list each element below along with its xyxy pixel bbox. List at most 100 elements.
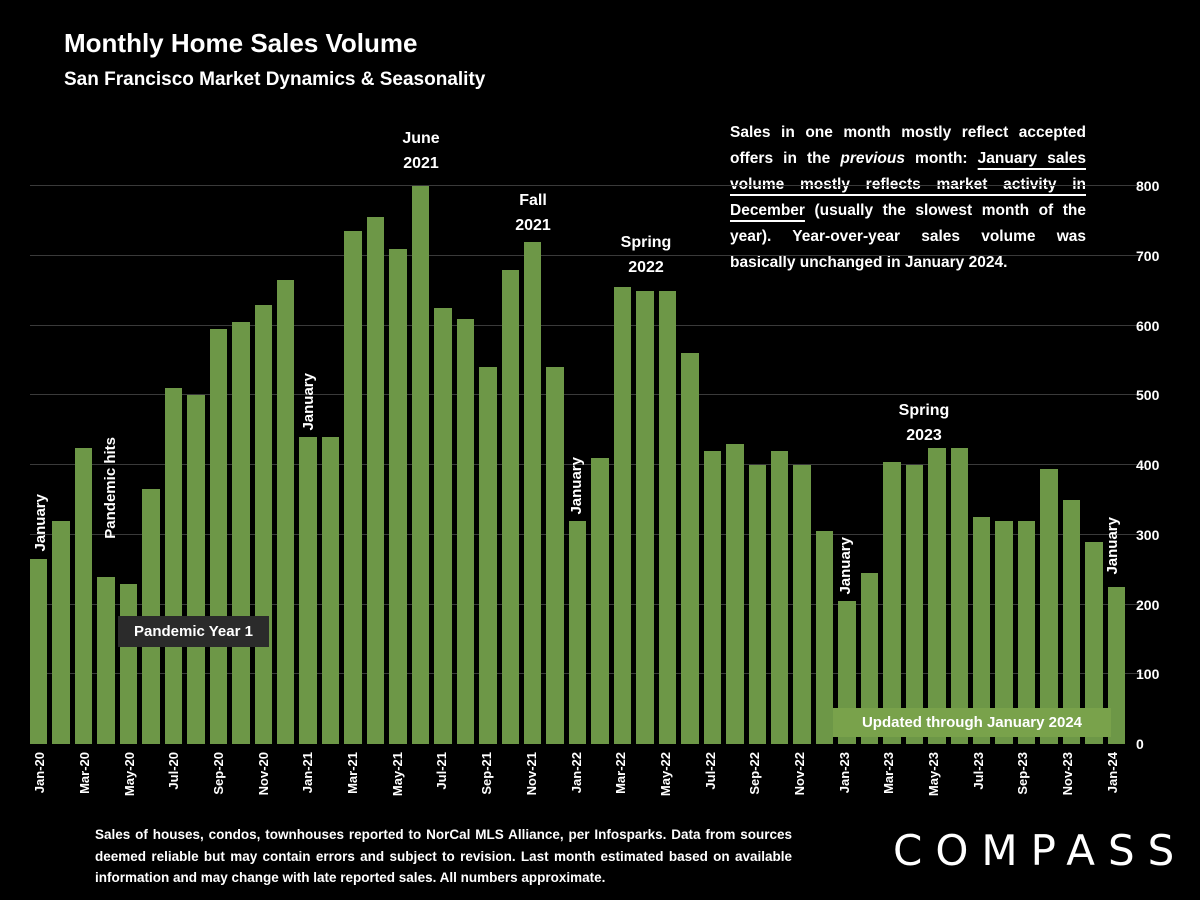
x-tick-Jan-20: Jan-20 — [32, 752, 48, 794]
bar-Dec-22 — [815, 531, 834, 744]
bar-Mar-22 — [613, 287, 632, 744]
bar-Jul-21 — [434, 308, 452, 744]
x-tick-May-21: May-21 — [389, 752, 405, 797]
page-subtitle: San Francisco Market Dynamics & Seasonal… — [64, 69, 486, 90]
bar-May-21 — [389, 248, 407, 744]
title-block: Monthly Home Sales Volume San Francisco … — [64, 28, 485, 91]
gridline-600 — [30, 324, 1143, 326]
commentary-part2: month: — [904, 150, 978, 167]
y-tick-500: 500 — [1136, 387, 1160, 404]
annotation-spring-2023-line2: 2023 — [906, 427, 942, 444]
bar-Jan-24 — [1107, 587, 1126, 744]
gridline-100 — [30, 673, 1143, 675]
commentary-underline: January sales volume mostly reflects mar… — [730, 150, 1086, 219]
commentary-italic: previous — [840, 150, 905, 167]
bar-Dec-21 — [546, 367, 564, 744]
bar-Oct-23 — [1040, 468, 1058, 744]
bar-Feb-22 — [591, 458, 609, 744]
annotation-january-2020: January — [32, 494, 49, 552]
bar-Oct-21 — [501, 269, 519, 744]
x-tick-Jul-22: Jul-22 — [702, 752, 718, 790]
bar-Jul-23 — [973, 517, 991, 744]
bar-Apr-22 — [636, 290, 654, 744]
bar-Dec-20 — [276, 280, 295, 744]
annotation-june-2021-line1: June — [402, 130, 440, 147]
annotation-fall-2021-line1: Fall — [519, 192, 547, 209]
bar-Mar-20 — [74, 447, 93, 744]
x-tick-Nov-20: Nov-20 — [255, 752, 271, 796]
bar-Feb-20 — [52, 520, 70, 744]
bar-Mar-21 — [344, 231, 362, 744]
x-axis-labels: Jan-20 Mar-20 May-20 Jul-20 Sep-20 Nov-20 Jan-… — [30, 750, 1125, 822]
x-tick-Mar-21: Mar-21 — [345, 752, 361, 794]
annotation-spring-2022: Spring 2022 — [621, 230, 672, 280]
bar-Apr-20 — [97, 576, 115, 744]
bar-Oct-22 — [770, 451, 789, 744]
annotation-fall-2021: Fall 2021 — [515, 188, 551, 238]
gridline-200 — [30, 603, 1143, 605]
x-tick-Jan-21: Jan-21 — [300, 752, 316, 794]
bar-Nov-22 — [793, 465, 811, 744]
bar-Jun-21 — [411, 186, 430, 744]
bar-Aug-21 — [456, 318, 475, 744]
y-tick-700: 700 — [1136, 247, 1160, 264]
bar-Mar-23 — [883, 461, 901, 744]
bar-May-22 — [658, 290, 677, 744]
bar-Sep-23 — [1017, 520, 1036, 744]
page-title: Monthly Home Sales Volume — [64, 28, 418, 58]
annotation-spring-2023-line1: Spring — [898, 402, 950, 419]
bar-Sep-21 — [479, 367, 497, 744]
bar-chart: January Pandemic hits January January Ja… — [30, 130, 1143, 744]
bar-Apr-21 — [366, 217, 385, 744]
bar-Apr-23 — [905, 465, 924, 744]
x-tick-Jan-22: Jan-22 — [568, 752, 584, 794]
gridline-300 — [30, 533, 1143, 535]
annotation-fall-2021-line2: 2021 — [515, 217, 551, 234]
bars-container — [30, 186, 1126, 744]
bar-Jul-22 — [703, 451, 722, 744]
x-tick-Sep-20: Sep-20 — [210, 752, 226, 795]
bar-Aug-20 — [187, 395, 205, 744]
bar-Aug-22 — [726, 444, 744, 744]
bar-May-23 — [928, 447, 946, 744]
x-tick-Jul-23: Jul-23 — [970, 752, 986, 790]
commentary-part1: Sales in one month mostly reflect accept… — [730, 124, 1086, 167]
bar-Feb-21 — [321, 437, 340, 744]
gridline-800 — [30, 185, 1143, 186]
annotation-january-2024: January — [1104, 517, 1121, 575]
x-tick-Mar-23: Mar-23 — [881, 752, 897, 794]
y-tick-600: 600 — [1136, 317, 1160, 334]
gridline-400 — [30, 464, 1143, 465]
x-tick-Mar-22: Mar-22 — [613, 752, 629, 794]
x-tick-Sep-21: Sep-21 — [479, 752, 495, 795]
x-tick-Nov-23: Nov-23 — [1060, 752, 1076, 796]
bar-Nov-21 — [523, 241, 542, 744]
annotation-january-2022: January — [568, 457, 585, 515]
updated-banner: Updated through January 2024 — [833, 708, 1111, 737]
x-tick-Sep-22: Sep-22 — [747, 752, 763, 795]
x-tick-Jul-21: Jul-21 — [434, 752, 450, 790]
annotation-january-2023: January — [837, 537, 854, 595]
x-tick-May-20: May-20 — [121, 752, 137, 797]
bar-Jan-21 — [299, 437, 317, 744]
bar-Feb-23 — [860, 573, 879, 744]
bar-Jun-23 — [950, 447, 969, 744]
annotation-spring-2022-line2: 2022 — [628, 259, 664, 276]
x-tick-Jul-20: Jul-20 — [166, 752, 182, 790]
y-tick-800: 800 — [1136, 178, 1160, 194]
bar-Nov-23 — [1062, 499, 1081, 744]
y-axis-labels: 0 100 200 300 400 500 600 700 800 — [1136, 178, 1186, 752]
x-tick-Sep-23: Sep-23 — [1015, 752, 1031, 795]
bar-Sep-20 — [209, 329, 228, 744]
x-tick-Jan-24: Jan-24 — [1104, 752, 1120, 794]
bar-Jan-22 — [568, 520, 587, 744]
bar-Dec-23 — [1085, 541, 1103, 744]
bar-Nov-20 — [254, 304, 272, 744]
x-tick-May-23: May-23 — [926, 752, 942, 797]
y-tick-200: 200 — [1136, 596, 1160, 613]
x-tick-Mar-20: Mar-20 — [76, 752, 92, 794]
annotation-june-2021: June 2021 — [402, 126, 439, 176]
x-tick-Jan-23: Jan-23 — [836, 752, 852, 794]
x-tick-May-22: May-22 — [657, 752, 673, 797]
